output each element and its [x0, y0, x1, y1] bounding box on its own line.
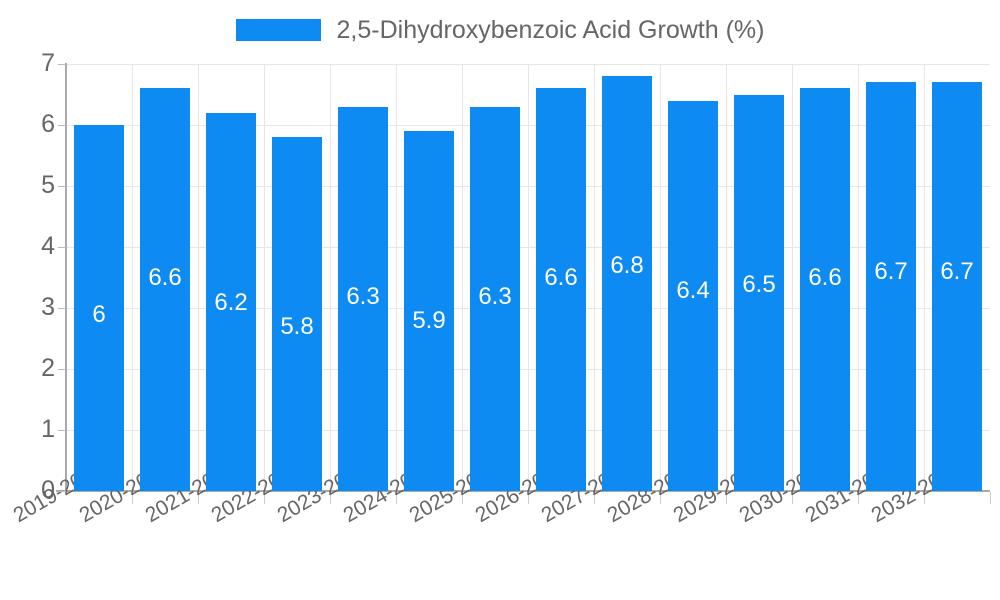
vertical-gridline	[528, 64, 529, 491]
y-axis-tick-label: 1	[41, 415, 55, 443]
x-axis-tick-mark	[264, 492, 265, 504]
x-axis-tick-mark	[462, 492, 463, 504]
y-axis-tick-mark	[58, 430, 66, 431]
bar[interactable]	[668, 100, 718, 491]
y-axis-tick-label: 6	[41, 110, 55, 138]
legend-color-swatch	[235, 19, 321, 41]
y-axis-tick-mark	[58, 491, 66, 492]
bar[interactable]	[866, 82, 916, 491]
y-axis-tick-label: 4	[41, 232, 55, 260]
y-axis-tick-mark	[58, 308, 66, 309]
bar[interactable]	[932, 82, 982, 491]
y-axis-tick-label: 3	[41, 293, 55, 321]
bar[interactable]	[536, 88, 586, 491]
x-axis-tick-mark	[792, 492, 793, 504]
x-axis-tick-mark	[924, 492, 925, 504]
vertical-gridline	[132, 64, 133, 491]
x-axis-tick-mark	[528, 492, 529, 504]
x-axis-tick-mark	[990, 492, 991, 504]
bar[interactable]	[74, 125, 124, 491]
x-axis-tick-mark	[330, 492, 331, 504]
vertical-gridline	[726, 64, 727, 491]
bar[interactable]	[470, 106, 520, 491]
bar[interactable]	[206, 112, 256, 491]
vertical-gridline	[660, 64, 661, 491]
x-axis-tick-mark	[132, 492, 133, 504]
x-axis-line	[56, 490, 990, 492]
x-axis-tick-mark	[198, 492, 199, 504]
bar[interactable]	[800, 88, 850, 491]
vertical-gridline	[396, 64, 397, 491]
vertical-gridline	[792, 64, 793, 491]
x-axis-tick-mark	[594, 492, 595, 504]
chart-legend: 2,5-Dihydroxybenzoic Acid Growth (%)	[0, 14, 1000, 46]
legend-series-label: 2,5-Dihydroxybenzoic Acid Growth (%)	[336, 15, 765, 44]
y-axis-tick-mark	[58, 64, 66, 65]
y-axis-tick-label: 5	[41, 171, 55, 199]
bar[interactable]	[404, 131, 454, 491]
x-axis-tick-mark	[396, 492, 397, 504]
bar[interactable]	[602, 76, 652, 491]
plot-area	[66, 64, 990, 492]
y-axis-tick-mark	[58, 125, 66, 126]
vertical-gridline	[858, 64, 859, 491]
y-axis-tick-mark	[58, 247, 66, 248]
bar[interactable]	[140, 88, 190, 491]
y-axis-tick-label: 0	[41, 476, 55, 504]
vertical-gridline	[198, 64, 199, 491]
vertical-gridline	[462, 64, 463, 491]
x-axis-tick-mark	[726, 492, 727, 504]
y-axis-labels: 0 1 2 3 4 5 6 7	[10, 0, 55, 600]
bar[interactable]	[734, 94, 784, 491]
y-axis-tick-label: 7	[41, 49, 55, 77]
x-axis-tick-mark	[858, 492, 859, 504]
y-axis-line	[65, 63, 67, 492]
bar[interactable]	[338, 106, 388, 491]
vertical-gridline	[924, 64, 925, 491]
vertical-gridline	[330, 64, 331, 491]
y-axis-tick-mark	[58, 369, 66, 370]
y-axis-tick-mark	[58, 186, 66, 187]
vertical-gridline	[264, 64, 265, 491]
x-axis-tick-mark	[660, 492, 661, 504]
y-axis-tick-label: 2	[41, 354, 55, 382]
bar[interactable]	[272, 137, 322, 491]
vertical-gridline	[594, 64, 595, 491]
